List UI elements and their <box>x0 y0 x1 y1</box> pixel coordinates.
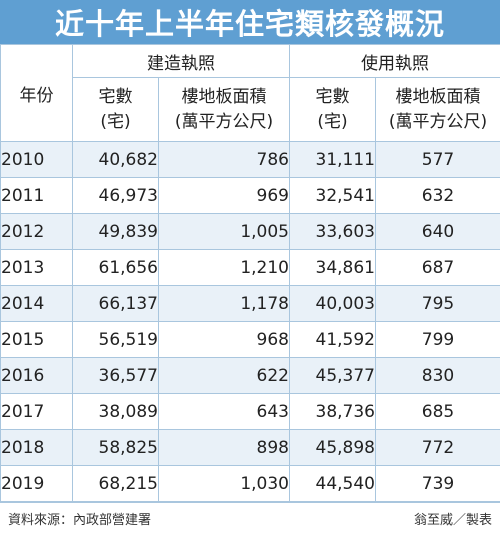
credit-note: 翁至威／製表 <box>413 512 492 528</box>
table-body: 2010 40,682 786 31,111 577 2011 46,973 969 32,54… <box>0 141 500 502</box>
usage-area-cell: 799 <box>375 321 500 358</box>
usage-units-cell: 33,603 <box>289 213 376 250</box>
construction-area-cell: 1,210 <box>158 249 290 286</box>
usage-units-cell: 32,541 <box>289 177 376 214</box>
construction-units-cell: 56,519 <box>72 321 159 358</box>
year-cell: 2017 <box>0 393 73 430</box>
table-title: 近十年上半年住宅類核發概況 <box>0 0 500 44</box>
usage-area-cell: 772 <box>375 429 500 466</box>
construction-area-cell: 643 <box>158 393 290 430</box>
source-note: 資料來源：內政部營建署 <box>8 512 152 528</box>
usage-area-cell: 687 <box>375 249 500 286</box>
table-row: 2011 46,973 969 32,541 632 <box>0 177 500 214</box>
group-header-usage-permit: 使用執照 <box>289 44 500 78</box>
group-header-construction-permit: 建造執照 <box>72 44 290 78</box>
construction-area-cell: 1,005 <box>158 213 290 250</box>
usage-units-cell: 41,592 <box>289 321 376 358</box>
table-row: 2012 49,839 1,005 33,603 640 <box>0 213 500 250</box>
construction-area-cell: 969 <box>158 177 290 214</box>
year-cell: 2016 <box>0 357 73 394</box>
construction-units-cell: 68,215 <box>72 465 159 502</box>
usage-units-cell: 31,111 <box>289 141 376 178</box>
usage-units-cell: 45,377 <box>289 357 376 394</box>
sub-header-floor-area: 樓地板面積 (萬平方公尺) <box>158 77 290 142</box>
usage-units-cell: 44,540 <box>289 465 376 502</box>
construction-units-cell: 46,973 <box>72 177 159 214</box>
year-cell: 2014 <box>0 285 73 322</box>
year-cell: 2010 <box>0 141 73 178</box>
usage-area-cell: 632 <box>375 177 500 214</box>
usage-area-cell: 830 <box>375 357 500 394</box>
table-row: 2017 38,089 643 38,736 685 <box>0 393 500 430</box>
table-row: 2018 58,825 898 45,898 772 <box>0 429 500 466</box>
sub-header-units: 宅數 (宅) <box>72 77 159 142</box>
sub-header-floor-area: 樓地板面積 (萬平方公尺) <box>375 77 500 142</box>
usage-units-cell: 40,003 <box>289 285 376 322</box>
usage-area-cell: 640 <box>375 213 500 250</box>
construction-units-cell: 38,089 <box>72 393 159 430</box>
year-cell: 2013 <box>0 249 73 286</box>
table-row: 2015 56,519 968 41,592 799 <box>0 321 500 358</box>
construction-area-cell: 622 <box>158 357 290 394</box>
usage-area-cell: 577 <box>375 141 500 178</box>
usage-units-cell: 34,861 <box>289 249 376 286</box>
construction-units-cell: 40,682 <box>72 141 159 178</box>
construction-area-cell: 1,030 <box>158 465 290 502</box>
construction-units-cell: 61,656 <box>72 249 159 286</box>
construction-units-cell: 49,839 <box>72 213 159 250</box>
data-table: 年份 建造執照 使用執照 宅數 (宅) 樓地板面積 (萬平方公尺) 宅數 (宅) 樓地… <box>0 44 500 502</box>
year-cell: 2011 <box>0 177 73 214</box>
usage-units-cell: 38,736 <box>289 393 376 430</box>
year-cell: 2015 <box>0 321 73 358</box>
construction-area-cell: 898 <box>158 429 290 466</box>
sub-header-units: 宅數 (宅) <box>289 77 376 142</box>
table-row: 2014 66,137 1,178 40,003 795 <box>0 285 500 322</box>
construction-area-cell: 1,178 <box>158 285 290 322</box>
table-row: 2013 61,656 1,210 34,861 687 <box>0 249 500 286</box>
year-cell: 2018 <box>0 429 73 466</box>
table-row: 2019 68,215 1,030 44,540 739 <box>0 465 500 502</box>
usage-area-cell: 739 <box>375 465 500 502</box>
construction-units-cell: 66,137 <box>72 285 159 322</box>
table-footer: 資料來源：內政部營建署 翁至威／製表 <box>0 502 500 533</box>
year-cell: 2019 <box>0 465 73 502</box>
construction-area-cell: 968 <box>158 321 290 358</box>
construction-units-cell: 36,577 <box>72 357 159 394</box>
usage-area-cell: 795 <box>375 285 500 322</box>
table-row: 2016 36,577 622 45,377 830 <box>0 357 500 394</box>
construction-units-cell: 58,825 <box>72 429 159 466</box>
year-column-header: 年份 <box>0 44 73 142</box>
year-cell: 2012 <box>0 213 73 250</box>
table-row: 2010 40,682 786 31,111 577 <box>0 141 500 178</box>
usage-area-cell: 685 <box>375 393 500 430</box>
construction-area-cell: 786 <box>158 141 290 178</box>
usage-units-cell: 45,898 <box>289 429 376 466</box>
